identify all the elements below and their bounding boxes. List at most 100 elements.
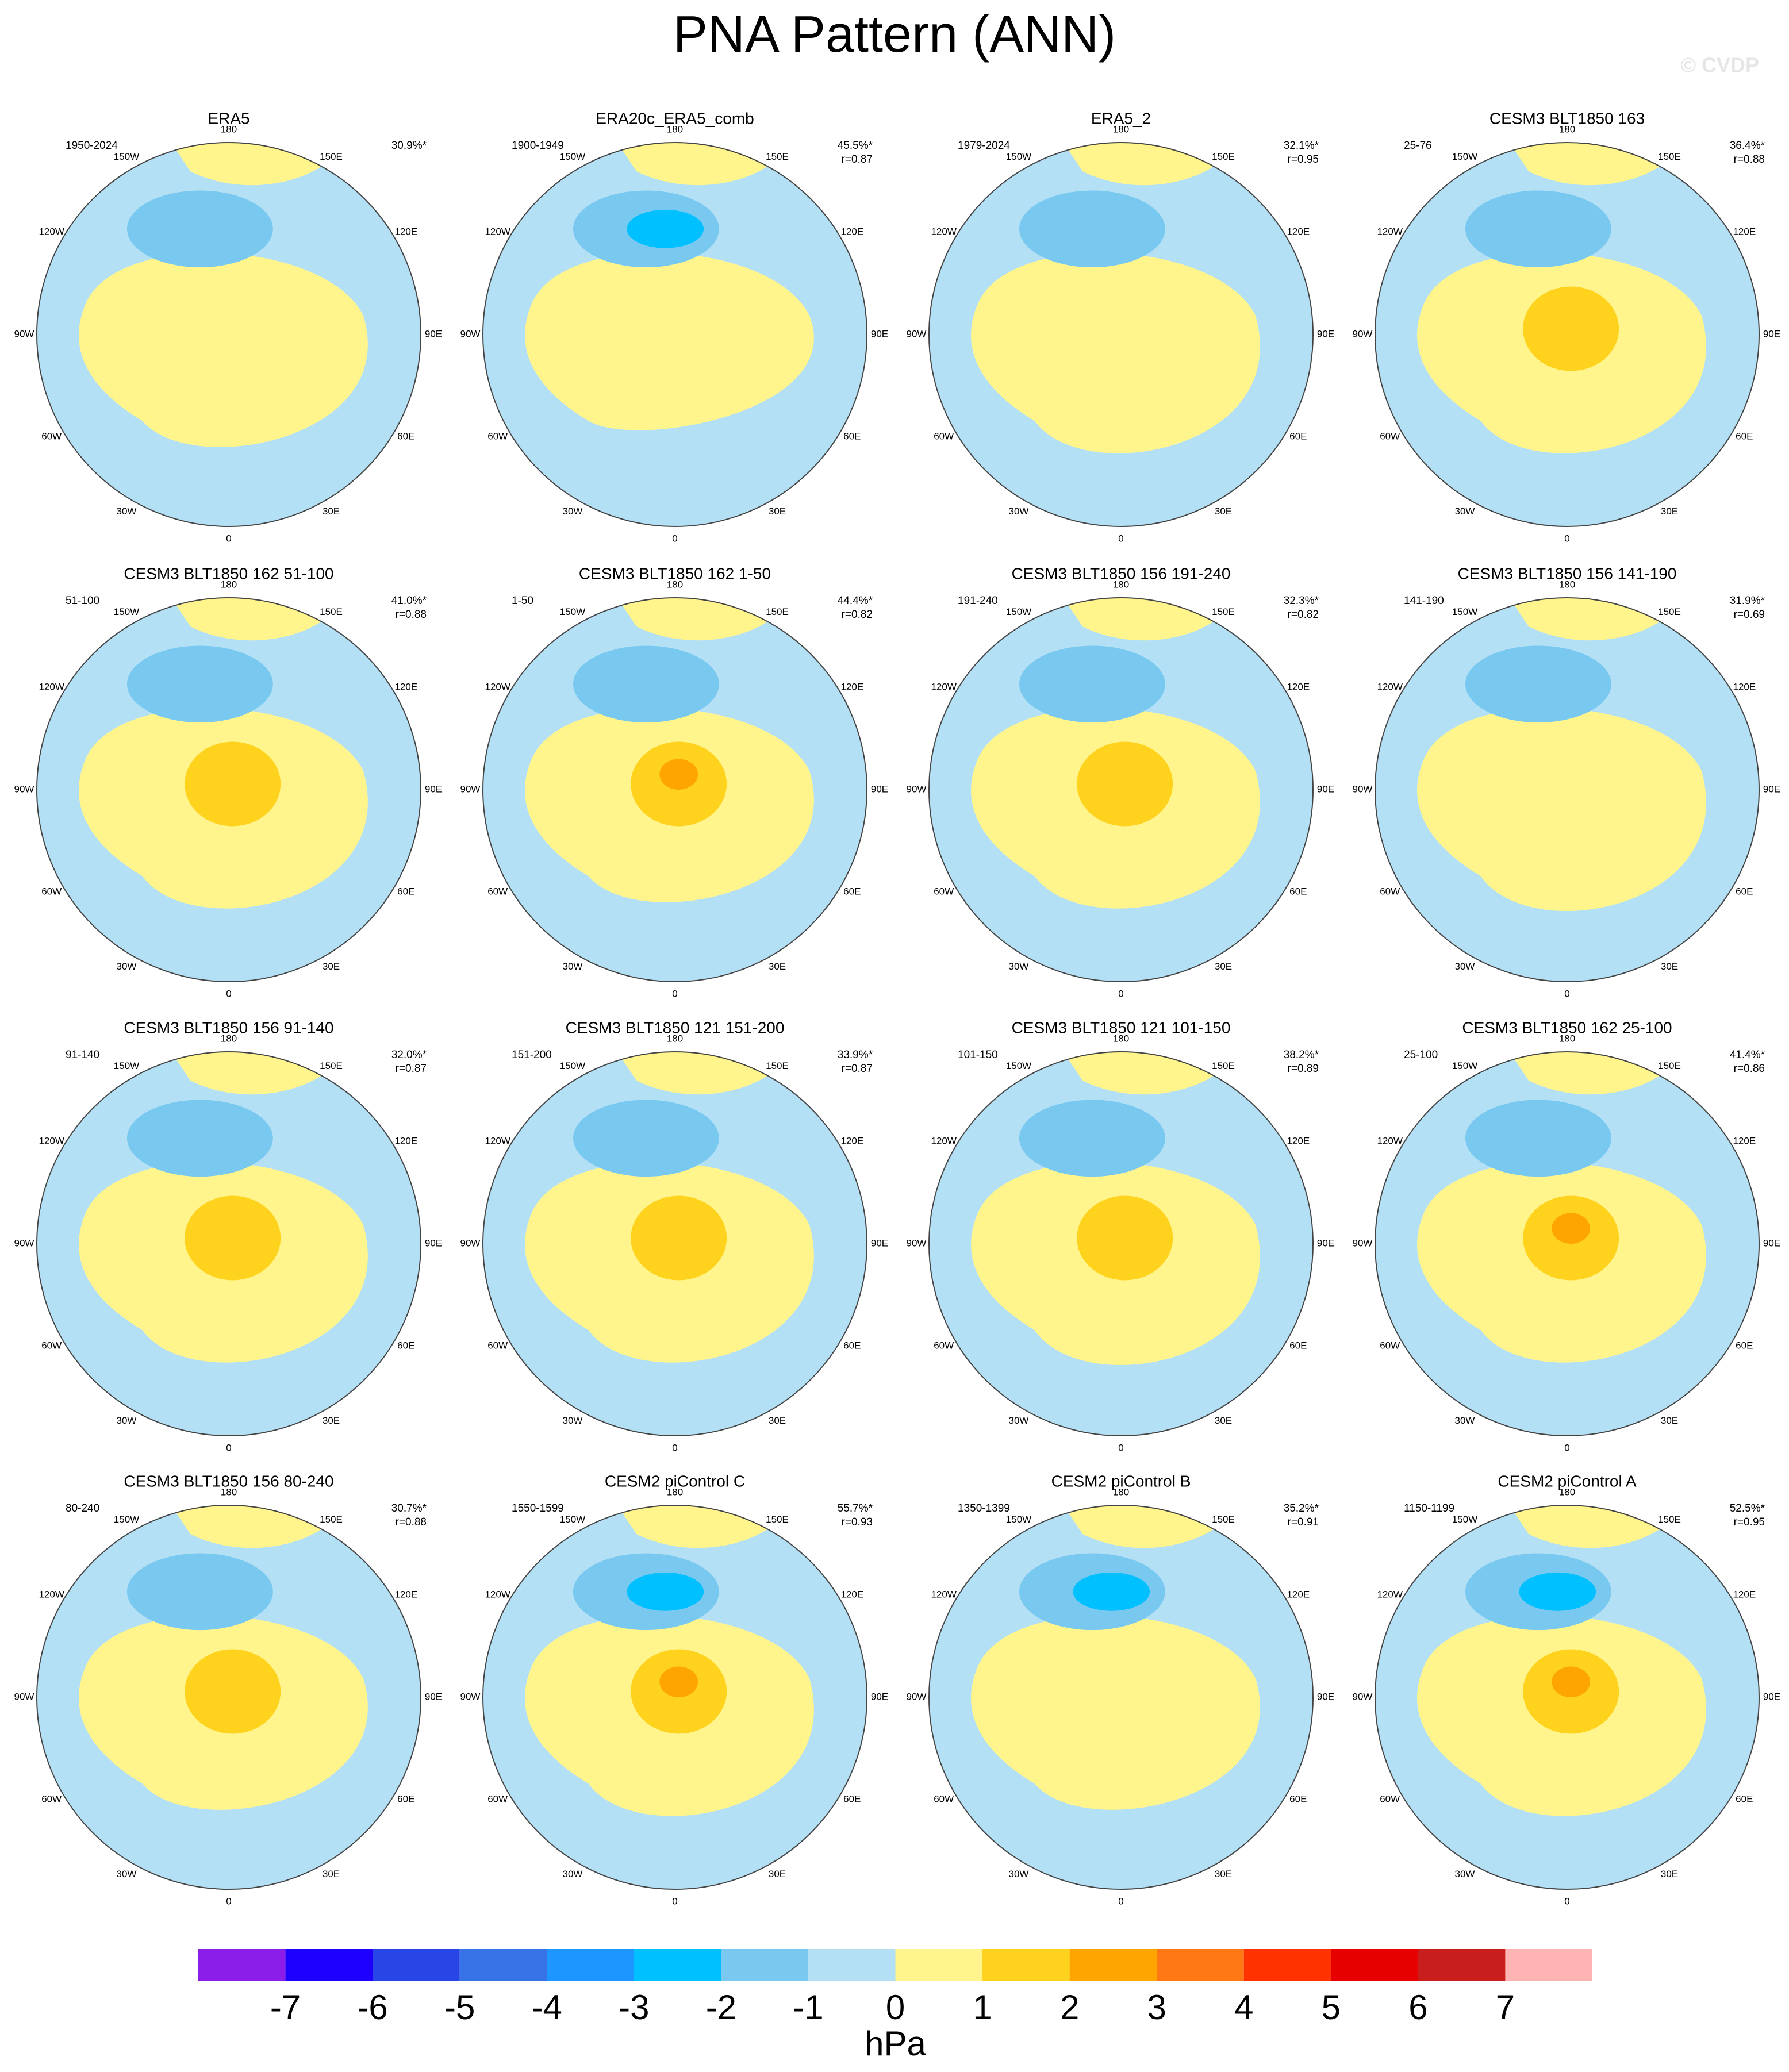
map-panel: CESM3 BLT1850 162 25-100 25-100 41.4%* r=0.… bbox=[1353, 1018, 1781, 1453]
map-border bbox=[1375, 1505, 1760, 1890]
lon-label: 120W bbox=[39, 1135, 64, 1146]
lon-label: 90E bbox=[871, 783, 888, 794]
panel-pct: 33.9%* bbox=[838, 1049, 873, 1061]
lon-label: 120W bbox=[931, 681, 956, 692]
positive-core bbox=[659, 759, 698, 790]
lon-label: 180 bbox=[1559, 579, 1575, 590]
map-border bbox=[482, 1505, 867, 1890]
lon-label: 30W bbox=[563, 1869, 583, 1879]
lon-label: 150W bbox=[114, 1514, 139, 1525]
map-border bbox=[482, 597, 867, 982]
lon-label: 60W bbox=[934, 1793, 954, 1804]
colorbar-tick-label: -1 bbox=[793, 1988, 823, 2027]
lon-label: 30E bbox=[1215, 1415, 1232, 1426]
lon-label: 180 bbox=[667, 1033, 683, 1044]
lon-label: 120E bbox=[394, 1589, 417, 1600]
lon-label: 180 bbox=[1559, 1033, 1575, 1044]
lon-label: 180 bbox=[1559, 124, 1575, 134]
positive-core bbox=[1552, 1213, 1591, 1244]
map-panel: CESM3 BLT1850 156 191-240 191-240 32.3%* r=… bbox=[907, 564, 1335, 999]
lon-label: 150E bbox=[1212, 151, 1235, 162]
lon-label: 60W bbox=[1380, 886, 1400, 897]
map-panel: CESM3 BLT1850 162 51-100 51-100 41.0%* r=0.… bbox=[14, 564, 443, 999]
colorbar-tick-label: -3 bbox=[619, 1988, 649, 2027]
lon-label: 60E bbox=[1289, 1340, 1307, 1351]
map-panel: ERA5_2 1979-2024 32.1%*r=0.95 180 150E 120E 90… bbox=[907, 109, 1335, 544]
colorbar-box bbox=[285, 1949, 373, 1981]
panel-pct: 41.0%* bbox=[391, 595, 427, 607]
map-panel: CESM3 BLT1850 121 151-200 151-200 33.9%* r=… bbox=[460, 1018, 889, 1453]
panel-years: 101-150 bbox=[958, 1049, 998, 1061]
panel-title: CESM3 BLT1850 156 191-240 bbox=[1012, 564, 1231, 582]
lon-label: 90W bbox=[1353, 783, 1373, 794]
lon-label: 90W bbox=[1353, 1237, 1373, 1248]
lon-label: 120W bbox=[1377, 1135, 1402, 1146]
map-panel: CESM3 BLT1850 163 25-76 36.4%*r=0.88 180 150… bbox=[1353, 109, 1781, 544]
map-field bbox=[1375, 598, 1759, 982]
lon-label: 90E bbox=[1317, 783, 1334, 794]
lon-label: 180 bbox=[1113, 1486, 1129, 1497]
positive-region bbox=[525, 252, 814, 430]
map-border bbox=[928, 597, 1314, 982]
lon-label: 180 bbox=[667, 124, 683, 134]
lon-label: 90W bbox=[14, 1237, 34, 1248]
colorbar-tick-label: 2 bbox=[1060, 1988, 1079, 2027]
lon-label: 90E bbox=[1763, 783, 1780, 794]
lon-label: 90W bbox=[460, 783, 481, 794]
lon-label: 150E bbox=[766, 606, 789, 617]
negative-core bbox=[1519, 1572, 1596, 1611]
lon-label: 0 bbox=[1564, 1896, 1569, 1906]
map-panel: CESM3 BLT1850 162 1-50 1-50 44.4%* r=0.82 18… bbox=[460, 564, 889, 999]
lon-label: 60E bbox=[397, 430, 414, 441]
lon-label: 60W bbox=[41, 886, 62, 897]
lon-label: 180 bbox=[667, 1486, 683, 1497]
lon-label: 90E bbox=[1317, 328, 1334, 339]
colorbar-tick-label: 5 bbox=[1322, 1988, 1341, 2027]
lon-label: 30W bbox=[563, 1415, 583, 1426]
map-border bbox=[1375, 142, 1760, 527]
colorbar-box bbox=[198, 1949, 286, 1981]
lon-label: 60W bbox=[487, 1793, 508, 1804]
map-border bbox=[36, 1051, 421, 1436]
lon-label: 0 bbox=[672, 988, 677, 999]
lon-label: 0 bbox=[1564, 533, 1569, 544]
negative-center bbox=[1465, 190, 1611, 268]
lon-label: 30E bbox=[323, 506, 340, 517]
positive-region bbox=[971, 1615, 1260, 1810]
lon-label: 90E bbox=[1763, 1237, 1780, 1248]
panel-title: ERA5_2 bbox=[1091, 109, 1151, 127]
lon-label: 90W bbox=[1353, 328, 1373, 339]
lon-label: 120W bbox=[39, 1589, 64, 1600]
colorbar-tick-label: 4 bbox=[1234, 1988, 1253, 2027]
map-panel: CESM3 BLT1850 156 80-240 80-240 30.7%* r=0.… bbox=[14, 1472, 443, 1906]
panel-title: CESM3 BLT1850 121 101-150 bbox=[1012, 1018, 1231, 1036]
lon-label: 30E bbox=[1215, 506, 1232, 517]
lon-label: 180 bbox=[1113, 579, 1129, 590]
lon-label: 120W bbox=[1377, 681, 1402, 692]
lon-label: 60W bbox=[41, 1793, 62, 1804]
map-border bbox=[928, 1051, 1314, 1436]
panel-years: 25-100 bbox=[1404, 1049, 1438, 1061]
lon-label: 30E bbox=[769, 506, 786, 517]
lon-label: 120E bbox=[1287, 1589, 1310, 1600]
panel-title: CESM3 BLT1850 156 91-140 bbox=[124, 1018, 333, 1036]
map-border bbox=[928, 142, 1314, 527]
lon-label: 120W bbox=[485, 226, 510, 237]
lon-label: 150W bbox=[1452, 151, 1477, 162]
lon-label: 180 bbox=[221, 124, 237, 134]
lon-label: 90W bbox=[14, 328, 34, 339]
lon-label: 30E bbox=[769, 1869, 786, 1879]
lon-label: 150E bbox=[1658, 151, 1681, 162]
lon-label: 90W bbox=[1353, 1691, 1373, 1702]
lon-label: 0 bbox=[1118, 533, 1123, 544]
panel-r: r=0.87 bbox=[842, 153, 873, 166]
lon-label: 0 bbox=[672, 1896, 677, 1906]
lon-label: 0 bbox=[1564, 988, 1569, 999]
panel-years: 80-240 bbox=[66, 1502, 99, 1514]
colorbar-box bbox=[1243, 1949, 1331, 1981]
colorbar-box bbox=[547, 1949, 634, 1981]
lon-label: 60W bbox=[487, 1340, 508, 1351]
lon-label: 60E bbox=[1736, 886, 1753, 897]
panel-pct: 38.2%* bbox=[1284, 1049, 1319, 1061]
map-field bbox=[37, 1505, 421, 1889]
